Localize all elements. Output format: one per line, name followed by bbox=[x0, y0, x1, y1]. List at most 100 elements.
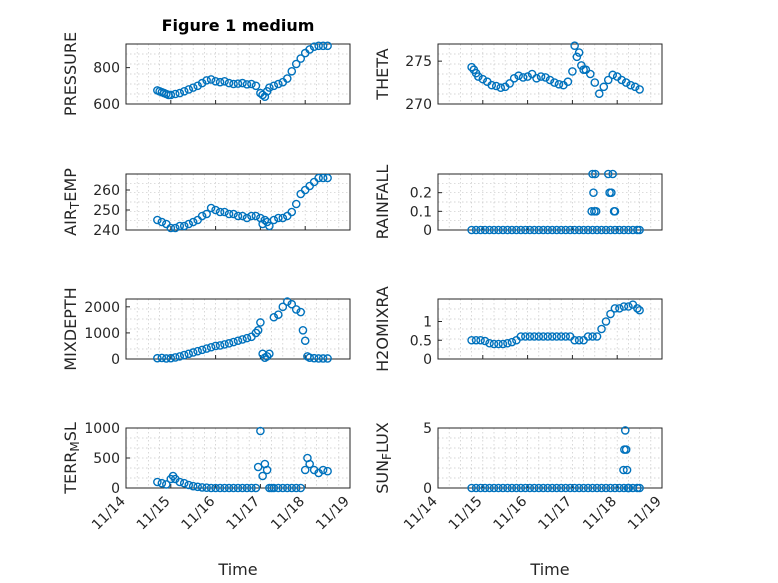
data-point bbox=[215, 483, 225, 493]
data-point bbox=[242, 213, 252, 223]
data-point bbox=[512, 225, 521, 235]
data-point bbox=[188, 83, 198, 92]
x-tick-label: 11/19 bbox=[625, 494, 665, 534]
data-point bbox=[188, 348, 198, 357]
data-point bbox=[563, 77, 573, 87]
data-point bbox=[296, 307, 306, 317]
data-point bbox=[162, 354, 171, 363]
data-point bbox=[594, 89, 604, 99]
data-point bbox=[630, 82, 640, 92]
data-point bbox=[220, 483, 229, 493]
data-point bbox=[215, 207, 225, 217]
data-point bbox=[179, 86, 189, 96]
y-axis-label: AIRTEMP bbox=[61, 168, 82, 236]
data-point bbox=[269, 483, 279, 493]
data-point bbox=[579, 225, 588, 235]
axes-frame-6 bbox=[437, 298, 663, 360]
data-point bbox=[552, 483, 562, 493]
data-point bbox=[489, 483, 499, 493]
data-point bbox=[220, 207, 229, 217]
data-point bbox=[547, 225, 557, 235]
data-point bbox=[610, 225, 620, 235]
data-point bbox=[262, 352, 272, 361]
y-tick-label: 2000 bbox=[84, 300, 120, 316]
data-point bbox=[251, 483, 261, 493]
data-point bbox=[633, 304, 642, 313]
data-point bbox=[610, 483, 620, 493]
data-point bbox=[621, 445, 631, 454]
data-point bbox=[570, 225, 579, 235]
y-axis-label: PRESSURE bbox=[61, 32, 80, 116]
y-tick-label: 1000 bbox=[84, 421, 120, 437]
data-point bbox=[554, 79, 564, 89]
data-point bbox=[552, 225, 562, 235]
data-point bbox=[229, 337, 238, 347]
data-point bbox=[265, 221, 274, 231]
data-point bbox=[197, 483, 207, 492]
data-point bbox=[518, 73, 528, 82]
data-point bbox=[229, 209, 238, 219]
data-point bbox=[193, 346, 202, 356]
data-point bbox=[601, 483, 611, 493]
data-point bbox=[323, 41, 332, 51]
data-point bbox=[587, 207, 596, 216]
data-point bbox=[269, 312, 279, 322]
data-point bbox=[269, 81, 279, 91]
data-point bbox=[309, 42, 319, 52]
data-point bbox=[251, 328, 261, 338]
data-point bbox=[521, 483, 530, 493]
data-point bbox=[202, 209, 211, 219]
data-point bbox=[608, 70, 618, 80]
x-tick-label: 11/15 bbox=[134, 494, 174, 534]
data-point bbox=[318, 465, 328, 475]
y-tick-label: 1 bbox=[423, 315, 432, 331]
data-point bbox=[541, 73, 550, 82]
data-point bbox=[238, 335, 247, 344]
data-point bbox=[583, 225, 593, 235]
data-point bbox=[287, 207, 297, 217]
data-point bbox=[278, 213, 288, 223]
data-point bbox=[229, 79, 238, 89]
y-tick-label: 260 bbox=[93, 183, 120, 199]
y-tick-label: 250 bbox=[93, 203, 120, 219]
data-point bbox=[597, 225, 606, 235]
data-point bbox=[314, 41, 323, 51]
data-point bbox=[291, 199, 301, 209]
data-point bbox=[619, 483, 629, 493]
data-point bbox=[568, 67, 577, 76]
data-point bbox=[589, 188, 598, 197]
data-point bbox=[561, 483, 570, 493]
data-point bbox=[572, 52, 582, 62]
data-point bbox=[184, 480, 194, 490]
data-point bbox=[318, 41, 328, 51]
data-point bbox=[305, 459, 314, 469]
data-point bbox=[624, 483, 634, 493]
data-point bbox=[583, 332, 593, 341]
data-point bbox=[175, 88, 185, 98]
data-point bbox=[157, 478, 167, 488]
data-point bbox=[251, 81, 261, 91]
data-point bbox=[635, 305, 644, 315]
data-point bbox=[597, 324, 606, 334]
data-point bbox=[197, 345, 207, 355]
data-point bbox=[224, 78, 234, 88]
data-point bbox=[577, 61, 586, 70]
axes-frame-4 bbox=[437, 173, 663, 231]
data-point bbox=[188, 481, 198, 491]
data-point bbox=[503, 483, 512, 493]
data-point bbox=[260, 215, 270, 225]
data-point bbox=[592, 483, 602, 493]
data-point bbox=[274, 483, 283, 493]
data-point bbox=[498, 225, 508, 235]
data-point bbox=[489, 225, 499, 235]
data-point bbox=[591, 207, 601, 216]
data-point bbox=[592, 332, 602, 341]
y-axis-label: MIXDEPTH bbox=[61, 287, 80, 370]
y-tick-label: 275 bbox=[405, 54, 432, 70]
y-axis-label: THETA bbox=[373, 48, 392, 100]
data-point bbox=[153, 477, 162, 487]
data-point bbox=[224, 209, 234, 219]
data-point bbox=[262, 465, 272, 475]
data-point bbox=[532, 73, 541, 83]
